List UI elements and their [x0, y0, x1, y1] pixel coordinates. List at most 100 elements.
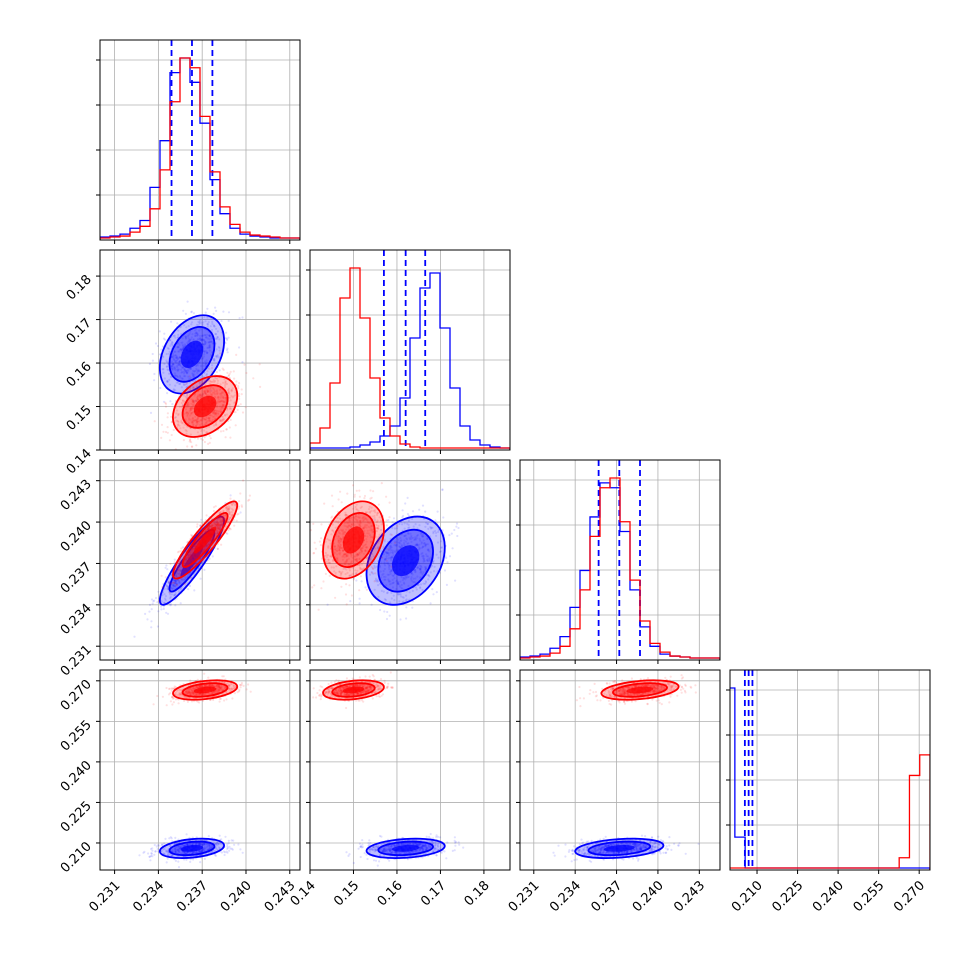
scatter-point-1-2-1-154: [320, 523, 322, 525]
scatter-point-0-3-0-504: [228, 840, 230, 842]
scatter-point-1-2-1-398: [341, 501, 343, 503]
scatter-point-0-2-0-617: [212, 555, 214, 557]
scatter-point-0-2-1-693: [355, 579, 357, 581]
scatter-point-1-2-0-364: [203, 560, 205, 562]
scatter-point-0-2-0-437: [187, 588, 189, 590]
scatter-point-1-2-1-247: [359, 496, 361, 498]
scatter-point-0-1-0-542: [215, 310, 217, 312]
scatter-point-0-2-1-413: [359, 598, 361, 600]
scatter-point-1-2-1-162: [312, 552, 314, 554]
scatter-point-0-2-0-414: [166, 568, 168, 570]
scatter-point-1-2-1-631: [352, 484, 354, 486]
scatter-point-0-3-0-421: [150, 852, 152, 854]
scatter-point-0-3-0-544: [149, 856, 151, 858]
scatter-point-1-2-1-368: [363, 497, 365, 499]
scatter-point-1-1-0-314: [173, 429, 175, 431]
scatter-point-1-2-0-401: [249, 495, 251, 497]
scatter-point-0-3-0-329: [161, 844, 163, 846]
scatter-point-0-1-0-124: [214, 307, 216, 309]
scatter-point-0-3-0-280: [153, 854, 155, 856]
scatter-point-0-1-0-576: [193, 312, 195, 314]
scatter-point-1-2-0-66: [233, 525, 235, 527]
scatter-point-1-2-1-437: [346, 603, 348, 605]
scatter-point-1-1-0-461: [225, 428, 227, 430]
scatter-point-0-2-1-533: [393, 517, 395, 519]
scatter-point-1-1-0-181: [169, 439, 171, 441]
scatter-point-0-1-0-118: [157, 345, 159, 347]
scatter-point-1-1-0-199: [238, 382, 240, 384]
scatter-point-1-2-0-437: [201, 522, 203, 524]
scatter-point-1-2-1-54: [390, 566, 392, 568]
scatter-point-0-1-0-313: [155, 342, 157, 344]
scatter-point-0-2-1-114: [424, 511, 426, 513]
scatter-point-0-2-1-147: [456, 523, 458, 525]
scatter-point-1-1-0-646: [209, 442, 211, 444]
scatter-point-0-3-0-156: [204, 858, 206, 860]
scatter-point-0-1-0-519: [152, 353, 154, 355]
scatter-point-0-3-0-135: [189, 861, 191, 863]
scatter-point-0-2-1-291: [386, 618, 388, 620]
scatter-point-0-2-0-157: [240, 511, 242, 513]
scatter-point-1-2-0-489: [158, 600, 160, 602]
scatter-point-0-3-0-543: [138, 854, 140, 856]
scatter-point-1-2-1-475: [381, 482, 383, 484]
scatter-point-1-1-0-656: [235, 354, 237, 356]
scatter-point-0-2-0-607: [170, 603, 172, 605]
scatter-point-1-2-1-493: [312, 523, 314, 525]
scatter-point-1-2-0-159: [161, 575, 163, 577]
scatter-point-0-1-0-232: [205, 312, 207, 314]
scatter-point-1-1-0-450: [226, 372, 228, 374]
scatter-point-1-1-0-673: [228, 375, 230, 377]
scatter-point-0-3-0-69: [147, 852, 149, 854]
scatter-point-0-1-0-260: [171, 403, 173, 405]
scatter-point-1-2-1-234: [346, 493, 348, 495]
scatter-point-1-1-0-84: [220, 430, 222, 432]
scatter-point-1-1-0-119: [210, 437, 212, 439]
scatter-point-0-3-0-99: [154, 844, 156, 846]
scatter-point-0-2-1-139: [444, 569, 446, 571]
scatter-point-1-2-0-185: [238, 508, 240, 510]
scatter-point-1-1-0-121: [216, 371, 218, 373]
scatter-point-0-2-0-56: [157, 591, 159, 593]
panel-2-1-content: [280, 460, 511, 660]
panel-2-1: [280, 460, 511, 664]
scatter-point-0-3-0-434: [151, 855, 153, 857]
scatter-point-1-1-0-125: [259, 386, 261, 388]
scatter-point-1-2-1-205: [360, 575, 362, 577]
scatter-point-1-2-0-257: [238, 500, 240, 502]
scatter-point-1-2-1-465: [334, 597, 336, 599]
scatter-point-0-2-0-217: [146, 618, 148, 620]
scatter-point-0-2-1-272: [448, 534, 450, 536]
scatter-point-0-2-1-129: [364, 586, 366, 588]
scatter-point-1-2-0-385: [165, 576, 167, 578]
scatter-point-0-1-0-9: [206, 308, 208, 310]
scatter-point-0-2-0-161: [151, 598, 153, 600]
scatter-point-1-1-0-625: [164, 402, 166, 404]
scatter-point-1-2-1-311: [351, 594, 353, 596]
scatter-point-1-1-0-289: [241, 388, 243, 390]
scatter-point-1-1-0-159: [211, 371, 213, 373]
scatter-point-0-1-0-256: [213, 313, 215, 315]
panel-1-0-content: [100, 250, 300, 450]
scatter-point-1-1-0-413: [191, 446, 193, 448]
scatter-point-1-2-1-307: [354, 496, 356, 498]
scatter-point-1-2-1-333: [378, 504, 380, 506]
scatter-point-1-2-0-6: [196, 526, 198, 528]
scatter-point-1-1-0-454: [237, 387, 239, 389]
scatter-point-1-2-1-670: [325, 573, 327, 575]
scatter-point-1-1-0-578: [204, 436, 206, 438]
scatter-point-0-2-0-522: [200, 519, 202, 521]
scatter-point-0-2-1-30: [389, 615, 391, 617]
scatter-point-1-2-0-268: [229, 498, 231, 500]
scatter-point-1-1-0-332: [206, 370, 208, 372]
scatter-point-0-2-1-245: [386, 611, 388, 613]
scatter-point-0-2-1-81: [349, 600, 351, 602]
scatter-point-0-3-0-286: [231, 848, 233, 850]
scatter-point-0-2-1-13: [452, 547, 454, 549]
scatter-point-1-2-1-92: [354, 494, 356, 496]
scatter-point-1-1-0-248: [154, 420, 156, 422]
scatter-point-0-2-0-30: [151, 608, 153, 610]
scatter-point-0-2-0-190: [150, 620, 152, 622]
scatter-point-0-3-0-410: [233, 844, 235, 846]
